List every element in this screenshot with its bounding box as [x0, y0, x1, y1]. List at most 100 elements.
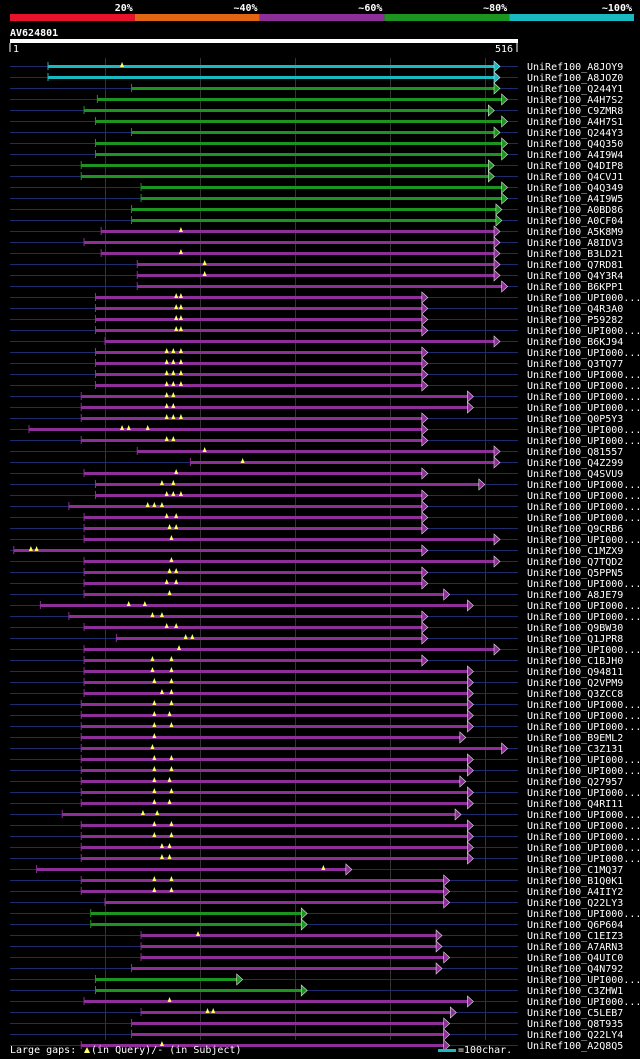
hit-row[interactable]: UniRef100_UPI000...: [10, 379, 640, 392]
hit-id-link[interactable]: UniRef100_UPI000...: [527, 788, 640, 799]
hit-row[interactable]: UniRef100_Q3ZCC8: [10, 687, 623, 700]
hit-id-link[interactable]: UniRef100_UPI000...: [527, 843, 640, 854]
hit-row[interactable]: UniRef100_UPI000...: [10, 489, 640, 502]
hit-row[interactable]: UniRef100_C9ZMR8: [10, 104, 623, 117]
hit-row[interactable]: UniRef100_Q6P604: [10, 918, 623, 931]
hit-row[interactable]: UniRef100_UPI000...: [10, 709, 640, 722]
hit-row[interactable]: UniRef100_UPI000...: [10, 610, 640, 623]
hit-row[interactable]: UniRef100_B6KPP1: [10, 280, 623, 293]
hit-id-link[interactable]: UniRef100_UPI000...: [527, 348, 640, 359]
hit-row[interactable]: UniRef100_A5K8M9: [10, 225, 623, 238]
hit-row[interactable]: UniRef100_B1Q0K1: [10, 874, 623, 887]
hit-id-link[interactable]: UniRef100_Q6P604: [527, 920, 623, 931]
hit-id-link[interactable]: UniRef100_Q94811: [527, 667, 623, 678]
hit-row[interactable]: UniRef100_A0BD86: [10, 203, 623, 216]
hit-row[interactable]: UniRef100_UPI000...: [10, 599, 640, 612]
hit-id-link[interactable]: UniRef100_A8JOZ0: [527, 73, 623, 84]
hit-id-link[interactable]: UniRef100_Q81557: [527, 447, 623, 458]
hit-id-link[interactable]: UniRef100_B6KJ94: [527, 337, 623, 348]
hit-id-link[interactable]: UniRef100_C1MQ37: [527, 865, 623, 876]
hit-row[interactable]: UniRef100_P59282: [10, 313, 623, 326]
hit-row[interactable]: UniRef100_Q27957: [10, 775, 623, 788]
hit-id-link[interactable]: UniRef100_UPI000...: [527, 612, 640, 623]
hit-row[interactable]: UniRef100_A4I9W4: [10, 148, 623, 161]
hit-row[interactable]: UniRef100_B6KJ94: [10, 335, 623, 348]
hit-row[interactable]: UniRef100_UPI000...: [10, 423, 640, 436]
hit-row[interactable]: UniRef100_Q4Q349: [10, 181, 623, 194]
hit-id-link[interactable]: UniRef100_A4IIY2: [527, 887, 623, 898]
hit-row[interactable]: UniRef100_UPI000...: [10, 324, 640, 337]
hit-row[interactable]: UniRef100_C1MQ37: [10, 863, 623, 876]
hit-row[interactable]: UniRef100_Q4Y3R4: [10, 269, 623, 282]
hit-id-link[interactable]: UniRef100_P59282: [527, 315, 623, 326]
hit-row[interactable]: UniRef100_Q4DIP8: [10, 159, 623, 172]
hit-id-link[interactable]: UniRef100_Q0P5Y3: [527, 414, 623, 425]
hit-row[interactable]: UniRef100_A4H7S1: [10, 115, 623, 128]
hit-id-link[interactable]: UniRef100_Q9CRB6: [527, 524, 623, 535]
hit-row[interactable]: UniRef100_UPI000...: [10, 720, 640, 733]
hit-row[interactable]: UniRef100_Q4SVU9: [10, 467, 623, 480]
hit-id-link[interactable]: UniRef100_Q7RD81: [527, 260, 623, 271]
hit-id-link[interactable]: UniRef100_UPI000...: [527, 722, 640, 733]
hit-id-link[interactable]: UniRef100_A2Q8Q5: [527, 1041, 623, 1052]
hit-id-link[interactable]: UniRef100_UPI000...: [527, 370, 640, 381]
hit-id-link[interactable]: UniRef100_Q1JPR8: [527, 634, 623, 645]
hit-row[interactable]: UniRef100_Q4N792: [10, 962, 623, 975]
hit-id-link[interactable]: UniRef100_UPI000...: [527, 909, 640, 920]
hit-id-link[interactable]: UniRef100_Q3ZCC8: [527, 689, 623, 700]
hit-id-link[interactable]: UniRef100_UPI000...: [527, 403, 640, 414]
hit-row[interactable]: UniRef100_UPI000...: [10, 643, 640, 656]
hit-row[interactable]: UniRef100_UPI000...: [10, 434, 640, 447]
hit-row[interactable]: UniRef100_Q4RI11: [10, 797, 623, 810]
hit-id-link[interactable]: UniRef100_Q244Y3: [527, 128, 623, 139]
hit-id-link[interactable]: UniRef100_UPI000...: [527, 326, 640, 337]
hit-row[interactable]: UniRef100_UPI000...: [10, 830, 640, 843]
hit-row[interactable]: UniRef100_Q4Q350: [10, 137, 623, 150]
hit-id-link[interactable]: UniRef100_UPI000...: [527, 711, 640, 722]
hit-id-link[interactable]: UniRef100_B9EML2: [527, 733, 623, 744]
hit-id-link[interactable]: UniRef100_C1EIZ3: [527, 931, 623, 942]
hit-id-link[interactable]: UniRef100_Q27957: [527, 777, 623, 788]
hit-row[interactable]: UniRef100_A4IIY2: [10, 885, 623, 898]
hit-id-link[interactable]: UniRef100_Q4Q349: [527, 183, 623, 194]
hit-id-link[interactable]: UniRef100_UPI000...: [527, 480, 640, 491]
hit-id-link[interactable]: UniRef100_C1BJH0: [527, 656, 623, 667]
hit-id-link[interactable]: UniRef100_UPI000...: [527, 975, 640, 986]
hit-id-link[interactable]: UniRef100_Q22LY4: [527, 1030, 623, 1041]
hit-row[interactable]: UniRef100_UPI000...: [10, 368, 640, 381]
hit-row[interactable]: UniRef100_UPI000...: [10, 995, 640, 1008]
hit-row[interactable]: UniRef100_C3ZHW1: [10, 984, 623, 997]
hit-id-link[interactable]: UniRef100_C5LEB7: [527, 1008, 623, 1019]
hit-row[interactable]: UniRef100_A8JOZ0: [10, 71, 623, 84]
hit-row[interactable]: UniRef100_UPI000...: [10, 346, 640, 359]
hit-id-link[interactable]: UniRef100_UPI000...: [527, 579, 640, 590]
hit-id-link[interactable]: UniRef100_Q7TQD2: [527, 557, 623, 568]
hit-row[interactable]: UniRef100_Q3TQ77: [10, 357, 623, 370]
hit-id-link[interactable]: UniRef100_C1MZX9: [527, 546, 623, 557]
hit-row[interactable]: UniRef100_Q7TQD2: [10, 555, 623, 568]
hit-id-link[interactable]: UniRef100_Q2VPM9: [527, 678, 623, 689]
hit-id-link[interactable]: UniRef100_C9ZMR8: [527, 106, 623, 117]
hit-row[interactable]: UniRef100_C3Z131: [10, 742, 623, 755]
hit-row[interactable]: UniRef100_UPI000...: [10, 819, 640, 832]
hit-id-link[interactable]: UniRef100_UPI000...: [527, 832, 640, 843]
hit-row[interactable]: UniRef100_UPI000...: [10, 390, 640, 403]
hit-row[interactable]: UniRef100_UPI000...: [10, 577, 640, 590]
hit-row[interactable]: UniRef100_Q7RD81: [10, 258, 623, 271]
hit-id-link[interactable]: UniRef100_UPI000...: [527, 601, 640, 612]
hit-row[interactable]: UniRef100_A8JE79: [10, 588, 623, 601]
hit-row[interactable]: UniRef100_A2Q8Q5: [10, 1039, 623, 1052]
hit-id-link[interactable]: UniRef100_UPI000...: [527, 392, 640, 403]
hit-row[interactable]: UniRef100_A4H7S2: [10, 93, 623, 106]
hit-row[interactable]: UniRef100_UPI000...: [10, 852, 640, 865]
hit-id-link[interactable]: UniRef100_Q4Z299: [527, 458, 623, 469]
hit-id-link[interactable]: UniRef100_A0CF04: [527, 216, 623, 227]
hit-id-link[interactable]: UniRef100_A5K8M9: [527, 227, 623, 238]
hit-id-link[interactable]: UniRef100_A4H7S1: [527, 117, 623, 128]
hit-row[interactable]: UniRef100_B3LD21: [10, 247, 623, 260]
hit-row[interactable]: UniRef100_Q4CVJ1: [10, 170, 623, 183]
hit-id-link[interactable]: UniRef100_UPI000...: [527, 425, 640, 436]
hit-row[interactable]: UniRef100_A7ARN3: [10, 940, 623, 953]
hit-id-link[interactable]: UniRef100_UPI000...: [527, 755, 640, 766]
hit-row[interactable]: UniRef100_A0CF04: [10, 214, 623, 227]
